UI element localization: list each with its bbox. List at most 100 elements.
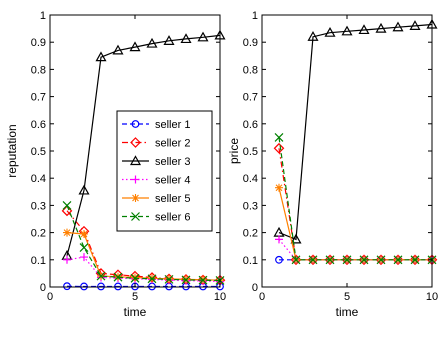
data-point-s2-4 [324, 254, 336, 266]
y-axis-label: price [227, 138, 241, 164]
y-tick-label: 0.6 [31, 119, 46, 131]
y-tick-label: 0.3 [243, 200, 258, 212]
data-point-s6-9 [198, 275, 208, 285]
data-point-s1-1 [275, 255, 283, 264]
data-point-s4-1 [275, 235, 283, 244]
data-point-s2-9 [409, 254, 421, 266]
legend-entry-6: seller 6 [155, 212, 190, 224]
x-axis-label: time [336, 305, 359, 319]
chart-panel-2: 00.10.20.30.40.50.60.70.80.910 5 10timepri… [227, 10, 438, 319]
y-tick-label: 0 [252, 282, 258, 294]
y-tick-label: 0.4 [243, 173, 258, 185]
y-tick-label: 0.5 [31, 146, 46, 158]
axes-frame [261, 14, 433, 288]
y-tick-label: 0 [40, 282, 46, 294]
legend-marker-4 [131, 175, 140, 184]
y-tick-label: 0.4 [31, 173, 46, 185]
x-tick-label: 10 [426, 291, 438, 303]
data-point-s6-6 [359, 255, 369, 265]
data-point-s6-3 [308, 255, 318, 265]
data-point-s5-2 [80, 229, 88, 238]
y-tick-label: 0.2 [243, 228, 258, 240]
data-point-s6-3 [96, 271, 106, 281]
legend-marker-1 [131, 120, 140, 128]
legend-entry-2: seller 2 [155, 138, 190, 150]
series-line-4 [66, 256, 221, 283]
y-tick-label: 0.7 [31, 92, 46, 104]
data-point-s2-7 [375, 254, 387, 266]
data-point-s3-7 [163, 35, 175, 45]
data-point-s2-1 [61, 205, 73, 217]
data-point-s3-6 [146, 37, 158, 48]
y-tick-label: 0.8 [243, 64, 258, 76]
data-point-s6-8 [393, 255, 403, 265]
data-point-s3-9 [197, 31, 209, 42]
data-point-s6-5 [130, 273, 140, 283]
data-point-s2-1 [273, 142, 285, 154]
data-point-s1-4 [114, 282, 122, 291]
data-point-s4-2 [80, 253, 88, 262]
y-tick-label: 0.2 [31, 228, 46, 240]
data-point-s3-1 [273, 226, 285, 237]
x-tick-label: 0 [47, 291, 53, 303]
series-line-3 [278, 23, 433, 241]
series-line-4 [278, 239, 432, 261]
data-point-s3-3 [307, 31, 319, 41]
data-point-s2-8 [392, 254, 404, 266]
legend-entry-5: seller 5 [155, 193, 190, 205]
y-tick-label: 1 [40, 10, 46, 22]
legend-box [116, 110, 213, 232]
data-point-s6-5 [342, 255, 352, 265]
legend-entry-1: seller 1 [155, 119, 190, 131]
data-point-s6-8 [181, 275, 191, 285]
data-point-s3-2 [290, 233, 302, 244]
y-tick-label: 1 [252, 10, 258, 22]
data-point-s6-2 [79, 243, 89, 252]
series-line-5 [278, 187, 432, 261]
data-point-s3-5 [129, 41, 141, 52]
data-point-s3-6 [358, 24, 370, 35]
data-point-s2-3 [307, 254, 319, 266]
data-point-s3-7 [375, 22, 387, 33]
x-tick-label: 5 [344, 291, 350, 303]
y-tick-label: 0.7 [243, 92, 258, 104]
data-point-s3-5 [341, 25, 353, 36]
legend-marker-5 [131, 194, 140, 202]
legend-marker-3 [129, 155, 142, 166]
legend-entry-3: seller 3 [155, 156, 190, 168]
series-line-5 [66, 232, 221, 281]
legend-entry-4: seller 4 [155, 175, 190, 187]
chart-panel-1: 00.10.20.30.40.50.60.70.80.910 5 10timerep… [5, 10, 226, 319]
y-tick-label: 0.9 [31, 37, 46, 49]
x-tick-label: 5 [132, 291, 138, 303]
x-axis-label: time [124, 305, 147, 319]
y-tick-label: 0.1 [31, 255, 46, 267]
legend: seller 1 seller 2 seller 3 seller 4 seller 5… [116, 110, 213, 232]
data-point-s6-1 [62, 200, 72, 210]
data-point-s6-7 [164, 274, 174, 284]
series-line-6 [278, 137, 432, 261]
data-point-s3-9 [409, 20, 421, 30]
y-tick-label: 0.3 [31, 200, 46, 212]
data-point-s4-1 [63, 255, 71, 264]
data-point-s6-4 [113, 272, 123, 282]
data-point-s3-8 [180, 33, 192, 44]
y-tick-label: 0.9 [243, 37, 258, 49]
series-line-6 [66, 205, 221, 282]
data-point-s6-9 [410, 255, 420, 265]
data-point-s3-4 [324, 26, 336, 37]
data-point-s2-5 [341, 254, 353, 266]
legend-marker-2 [130, 137, 141, 148]
x-tick-label: 0 [259, 291, 265, 303]
data-point-s1-1 [63, 282, 71, 291]
x-tick-label: 10 [214, 291, 226, 303]
series-line-3 [66, 34, 221, 256]
data-point-s1-3 [97, 282, 105, 291]
legend-marker-6 [131, 212, 140, 221]
data-point-s3-2 [78, 184, 90, 195]
data-point-s2-6 [358, 254, 370, 266]
data-point-s6-7 [376, 255, 386, 265]
data-point-s6-2 [291, 255, 301, 265]
y-axis-label: reputation [5, 124, 19, 177]
data-point-s3-4 [112, 44, 124, 55]
